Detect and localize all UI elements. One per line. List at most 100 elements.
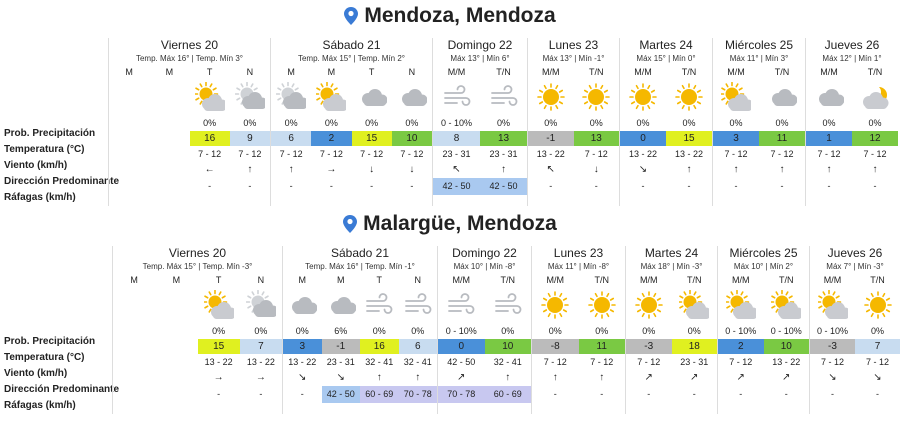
gust-cell: - bbox=[647, 389, 651, 399]
precipitation-cell: 0% bbox=[868, 118, 882, 128]
period-header: M bbox=[327, 67, 336, 77]
wind-cell: 7 - 12 bbox=[400, 149, 424, 159]
temperature-row: 0 10 bbox=[438, 339, 531, 354]
period-header: M/M bbox=[732, 275, 750, 285]
precipitation-cell: 0% bbox=[729, 118, 743, 128]
gust-row: -- bbox=[806, 178, 898, 195]
period-header: T/N bbox=[870, 275, 885, 285]
row-labels: Prob. Precipitación Temperatura (°C) Vie… bbox=[4, 334, 119, 414]
wind-icon bbox=[433, 79, 480, 115]
precipitation-row: 0 - 10% 0% bbox=[433, 115, 527, 131]
gust-cell: - bbox=[208, 181, 212, 191]
gust-row: -- bbox=[626, 386, 717, 403]
period-header: M/M bbox=[634, 67, 652, 77]
day-temps: Máx 10° | Mín 2° bbox=[733, 262, 794, 271]
period-header: M bbox=[130, 275, 138, 285]
location-name: Mendoza, Mendoza bbox=[364, 4, 556, 27]
day-temps: Temp. Máx 16° | Temp. Mín 3° bbox=[135, 54, 244, 63]
gust-cell: - bbox=[734, 181, 738, 191]
wind-direction-row: ↘ ↑ bbox=[620, 162, 712, 178]
precipitation-cell: 0% bbox=[501, 326, 515, 336]
wind-cell: 7 - 12 bbox=[863, 149, 887, 159]
gust-cell: - bbox=[248, 181, 252, 191]
wind-direction-cell: ↑ bbox=[552, 372, 558, 383]
location-pin-icon bbox=[344, 4, 359, 28]
precipitation-row: 0% 0% bbox=[626, 323, 717, 339]
wind-cell: 32 - 41 bbox=[365, 357, 394, 367]
temperature-cell: 11 bbox=[759, 131, 805, 146]
weather-icons-row bbox=[532, 287, 625, 323]
day-column: Domingo 22 Máx 13° | Mín 6° M/M T/N 0 - 10% 0… bbox=[432, 38, 527, 206]
gust-row: -- bbox=[528, 178, 619, 195]
label-temperature: Temperatura (°C) bbox=[4, 352, 85, 363]
temperature-cell: 6 bbox=[398, 339, 437, 354]
wind-cell bbox=[155, 354, 197, 370]
gust-cell: 42 - 50 bbox=[321, 386, 360, 403]
wind-direction-cell: ↘ bbox=[298, 372, 307, 383]
wind-row: 7 - 12 23 - 31 bbox=[626, 354, 717, 370]
wind-direction-cell: ↗ bbox=[736, 372, 745, 383]
day-name: Martes 24 bbox=[644, 246, 699, 260]
weather-icons-row bbox=[810, 287, 900, 323]
temperature-cell: 6 bbox=[271, 131, 312, 146]
gust-cell: 60 - 69 bbox=[360, 386, 399, 403]
period-header: N bbox=[408, 67, 416, 77]
gust-row: -- bbox=[810, 386, 900, 403]
wind-cell: 13 - 22 bbox=[204, 357, 233, 367]
precipitation-cell bbox=[109, 115, 149, 131]
gust-cell: 42 - 50 bbox=[433, 178, 480, 195]
wind-direction-cell: ↗ bbox=[457, 372, 466, 383]
temperature-cell: 7 bbox=[239, 339, 282, 354]
day-temps: Temp. Máx 15° | Temp. Mín -3° bbox=[142, 262, 253, 271]
precipitation-cell: 0% bbox=[324, 118, 338, 128]
wind-direction-row: ← ↑ bbox=[109, 162, 270, 178]
day-name: Jueves 26 bbox=[824, 38, 880, 52]
precipitation-cell: 0% bbox=[411, 326, 425, 336]
precipitation-cell: 0% bbox=[203, 118, 217, 128]
weather-icons-row bbox=[271, 79, 432, 115]
period-header: T bbox=[368, 67, 375, 77]
location-title-malargue: Malargüe, Mendoza bbox=[0, 212, 900, 236]
day-name: Miércoles 25 bbox=[724, 38, 794, 52]
period-headers: M/M T/N bbox=[433, 65, 527, 79]
gust-cell: - bbox=[594, 181, 598, 191]
day-column: Lunes 23 Máx 13° | Mín -1° M/M T/N 0% 0% -1 13 1… bbox=[527, 38, 619, 206]
period-header: M/M bbox=[542, 67, 560, 77]
precipitation-cell: 0% bbox=[595, 326, 609, 336]
period-header: T/N bbox=[687, 275, 702, 285]
gust-cell: - bbox=[687, 181, 691, 191]
temperature-cell: 10 bbox=[391, 131, 432, 146]
wind-icon bbox=[480, 79, 527, 115]
weather-icons-row bbox=[806, 79, 898, 115]
label-temperature: Temperatura (°C) bbox=[4, 144, 85, 155]
period-header: M/M bbox=[640, 275, 658, 285]
wind-direction-cell: ↑ bbox=[247, 164, 253, 175]
cloud-icon bbox=[392, 79, 432, 115]
period-header: M/M bbox=[727, 67, 745, 77]
precipitation-cell: 0% bbox=[548, 326, 562, 336]
day-column: Sábado 21 Temp. Máx 15° | Temp. Mín 2° M M T… bbox=[270, 38, 432, 206]
wind-row: 7 - 12 13 - 22 bbox=[718, 354, 809, 370]
day-name: Domingo 22 bbox=[452, 246, 517, 260]
period-header: N bbox=[414, 275, 422, 285]
wind-cell: 7 - 12 bbox=[724, 149, 748, 159]
wind-cell: 13 - 22 bbox=[674, 149, 704, 159]
weather-icons-row bbox=[109, 79, 270, 115]
sun-icon bbox=[855, 287, 900, 323]
wind-direction-cell: ↑ bbox=[686, 164, 692, 175]
period-headers: M/M T/N bbox=[620, 65, 712, 79]
day-column: Viernes 20 Temp. Máx 15° | Temp. Mín -3° M… bbox=[112, 246, 282, 414]
gust-row: 42 - 50 42 - 50 bbox=[433, 178, 527, 195]
temperature-cell bbox=[149, 131, 189, 146]
temperature-row: 3 -1 16 6 bbox=[283, 339, 437, 354]
precipitation-cell: 0% bbox=[544, 118, 558, 128]
wind-cell: 23 - 31 bbox=[326, 357, 355, 367]
precipitation-cell bbox=[113, 323, 155, 339]
gust-cell: - bbox=[300, 389, 304, 399]
precipitation-cell bbox=[149, 115, 189, 131]
wind-direction-cell: ↑ bbox=[599, 372, 605, 383]
wind-cell: 13 - 22 bbox=[628, 149, 658, 159]
label-direction: Dirección Predominante bbox=[4, 176, 120, 187]
